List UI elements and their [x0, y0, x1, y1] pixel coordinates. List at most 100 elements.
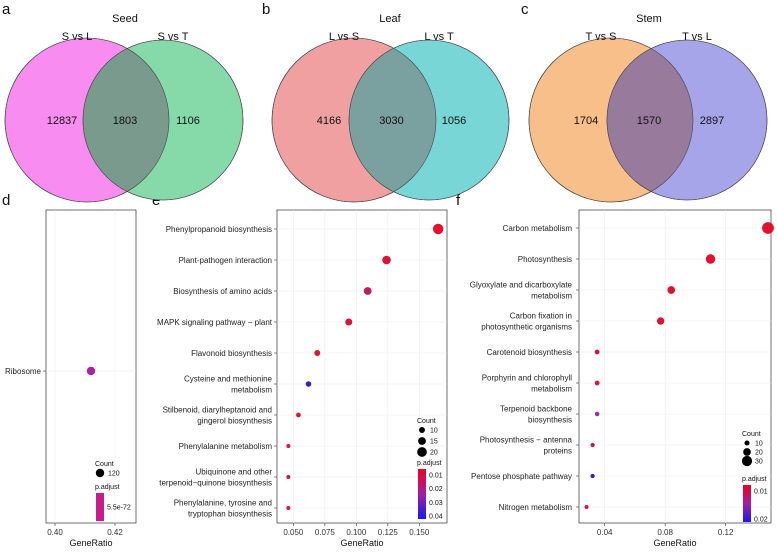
data-point	[667, 286, 676, 294]
legend-count-value: 10	[430, 428, 438, 435]
legend-count-dot	[419, 427, 425, 433]
x-tick-label: 0.12	[718, 528, 734, 537]
data-point	[305, 381, 312, 387]
x-tick-label: 0.40	[47, 528, 63, 537]
venn-left-count: 4166	[317, 115, 341, 127]
legend-padj-label: 0.04	[429, 514, 443, 521]
data-point	[382, 255, 391, 265]
legend-count-value: 20	[755, 450, 763, 457]
y-tick-label: Photosynthesis − antenna	[480, 436, 573, 445]
legend-count-dot	[743, 448, 751, 456]
venn-right-outline	[82, 39, 244, 201]
x-tick-label: 0.42	[107, 528, 123, 537]
venn-right-count: 1056	[442, 115, 466, 127]
x-axis-label: GeneRatio	[653, 538, 696, 548]
y-tick-label: Phenylalanine, tyrosine and	[174, 499, 272, 508]
legend-count-value: 120	[108, 471, 120, 478]
legend-padj-label: 0.02	[429, 486, 443, 493]
data-point	[590, 442, 595, 448]
y-tick-label: Phenylalanine metabolism	[179, 442, 273, 451]
venn-left-count: 1704	[574, 115, 598, 127]
data-point	[86, 366, 96, 376]
venn-left-count: 12837	[47, 115, 78, 127]
y-tick-label: Photosynthesis	[518, 255, 572, 264]
legend-padj-label: 0.01	[754, 489, 768, 496]
venn-overlap-count: 1570	[637, 115, 661, 127]
y-tick-label: MAPK signaling pathway − plant	[157, 318, 273, 327]
legend-padj-label: 0.03	[429, 500, 443, 507]
legend-count-title: Count	[95, 461, 114, 468]
venn-right-count: 2897	[700, 115, 724, 127]
legend-count-value: 30	[755, 459, 763, 466]
venn-left-name: T vs S	[586, 31, 617, 43]
venn-left-outline	[4, 37, 170, 203]
venn-right-outline	[606, 39, 768, 201]
venn-stem: Stem T vs S T vs L 1704 1570 2897	[528, 13, 768, 203]
venn-leaf: Leaf L vs S L vs T 4166 3030 1056	[271, 13, 510, 203]
y-tick-label: Stilbenoid, diarylheptanoid and	[163, 406, 272, 415]
venn-seed: Seed S vs L S vs T 12837 1803 1106	[4, 13, 244, 203]
y-tick-label: metabolism	[531, 292, 572, 301]
y-tick-label: Plant-pathogen interaction	[179, 256, 272, 265]
venn-left-name: L vs S	[329, 31, 359, 43]
data-point	[286, 475, 291, 479]
venn-title: Seed	[112, 13, 138, 25]
legend-count-dot	[95, 468, 105, 478]
data-point	[314, 350, 321, 356]
y-tick-label: Phenylpropanoid biosynthesis	[166, 225, 272, 234]
data-point	[584, 505, 589, 509]
panel-label-a: a	[2, 1, 11, 18]
legend: Count 10 20 30 p.adjust 0.01 0.02	[741, 431, 768, 524]
data-point	[762, 222, 774, 234]
x-axis-label: GeneRatio	[340, 538, 383, 548]
legend-colorbar	[96, 493, 104, 521]
legend-padj-title: p.adjust	[417, 460, 442, 467]
legend-padj-title: p.adjust	[742, 476, 767, 483]
y-tick-label: Nitrogen metabolism	[499, 503, 573, 512]
y-tick-label: metabolism	[231, 386, 272, 395]
x-tick-label: 0.150	[409, 528, 430, 537]
legend-count-value: 10	[755, 441, 763, 448]
data-point	[345, 318, 353, 326]
y-tick-label: terpenoid−quinone biosynthesis	[159, 479, 272, 488]
x-tick-label: 0.075	[315, 528, 336, 537]
data-point	[286, 444, 291, 448]
x-tick-label: 0.04	[597, 528, 613, 537]
legend-count-dot	[417, 447, 427, 457]
data-point	[363, 287, 372, 295]
venn-overlap-count: 3030	[379, 115, 403, 127]
panel-label-b: b	[262, 1, 270, 18]
venn-left-outline	[271, 37, 437, 203]
y-tick-label: photosynthetic organisms	[481, 323, 572, 332]
panel-label-f: f	[456, 192, 461, 209]
x-tick-label: 0.100	[346, 528, 367, 537]
panel-label-c: c	[521, 1, 529, 18]
data-point	[594, 349, 600, 355]
venn-right-name: S vs T	[158, 31, 189, 43]
venn-overlap	[349, 40, 436, 200]
venn-right-name: T vs L	[682, 31, 712, 43]
legend-padj-label: 0.01	[429, 473, 443, 480]
data-point	[705, 254, 716, 264]
plot-frame	[578, 209, 772, 524]
data-point	[594, 411, 600, 417]
x-tick-label: 0.125	[378, 528, 399, 537]
legend-count-title: Count	[742, 431, 761, 438]
dotplot-panel-f: 0.04 0.08 0.12 GeneRatio Carbon metabolism Ph…	[470, 209, 774, 548]
x-tick-label: 0.050	[283, 528, 304, 537]
venn-title: Stem	[636, 13, 662, 25]
legend-count-title: Count	[417, 418, 436, 425]
venn-left-outline	[528, 37, 694, 203]
legend: Count 120 p.adjust 5.5e-72	[95, 461, 131, 521]
y-tick-label: Glyoxylate and dicarboxylate	[470, 281, 573, 290]
data-point	[656, 317, 665, 325]
venn-title: Leaf	[379, 13, 401, 25]
y-tick-label: Ubiquinone and other	[195, 468, 272, 477]
panel-label-d: d	[2, 192, 10, 209]
y-tick-label: Pentose phosphate pathway	[471, 472, 572, 481]
venn-right-name: L vs T	[424, 31, 454, 43]
venn-left-name: S vs L	[62, 31, 93, 43]
